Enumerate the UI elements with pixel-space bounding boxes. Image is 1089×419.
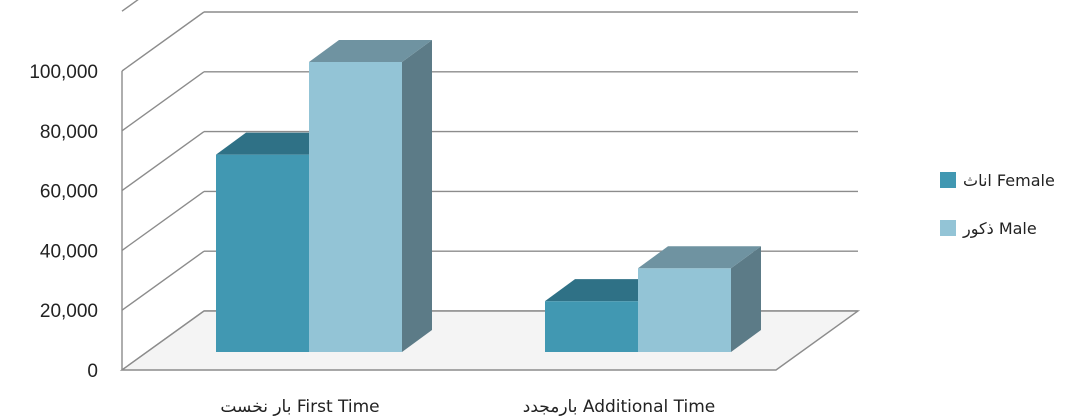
y-tick-label: 40,000: [40, 241, 98, 262]
bars: [216, 39, 761, 352]
x-category-label: بارمجدد Additional Time: [523, 397, 715, 417]
wall-gridline: [121, 131, 205, 192]
legend-label: ذکور Male: [962, 219, 1037, 239]
bar: [216, 154, 309, 352]
wall-gridline: [121, 250, 205, 311]
bar-top: [216, 132, 339, 155]
bar: [545, 301, 638, 352]
y-tick-label: 80,000: [40, 122, 98, 143]
legend-label: اناث Female: [963, 171, 1055, 190]
y-tick-label: 60,000: [40, 182, 98, 203]
legend-swatch: [940, 172, 956, 188]
bar-side: [402, 39, 432, 352]
bar-top: [309, 39, 432, 62]
wall-gridline: [121, 11, 205, 72]
bar: [309, 61, 402, 352]
legend-swatch: [940, 220, 956, 236]
wall-gridline: [121, 0, 139, 12]
wall-gridline: [121, 190, 205, 251]
y-tick-label: 0: [87, 361, 98, 382]
wall-gridline: [121, 71, 205, 132]
legend: اناث Female ذکور Male: [940, 171, 1055, 239]
y-tick-label: 20,000: [40, 301, 98, 322]
y-axis-ticks: 0 20,000 40,000 60,000 80,000 100,000: [29, 62, 98, 382]
bar: [638, 268, 731, 352]
x-axis-categories: بار نخست First Time بارمجدد Additional Ti…: [220, 397, 715, 417]
y-tick-label: 100,000: [29, 62, 98, 83]
bar-top: [638, 246, 761, 269]
bar-top: [545, 279, 668, 302]
x-category-label: بار نخست First Time: [220, 397, 379, 417]
bar-side: [731, 246, 761, 352]
